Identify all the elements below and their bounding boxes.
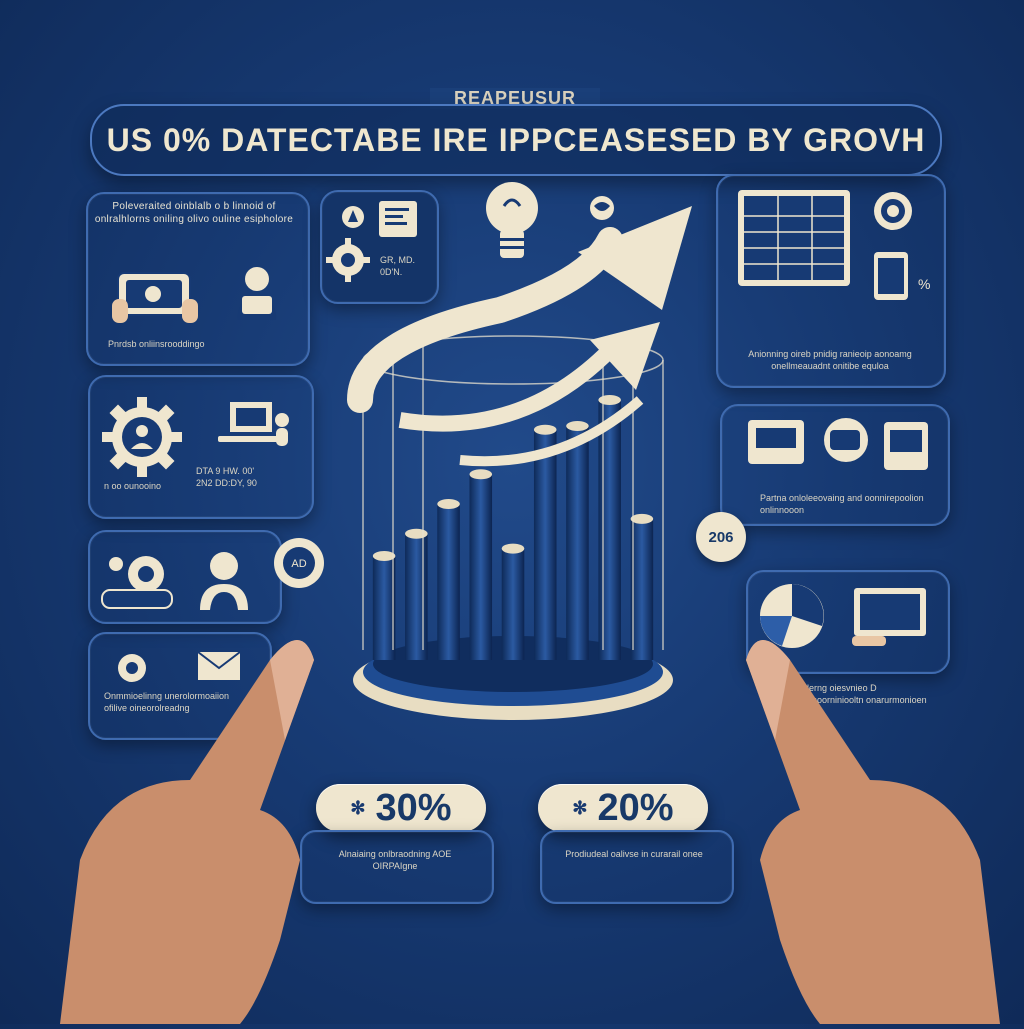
bar-1 [372, 556, 396, 660]
bottom-right-caption-box [540, 830, 734, 904]
bottom-left-caption: Alnaiaing onlbraodning AOE OIRPAIgne [338, 849, 452, 871]
right-panel-1 [716, 174, 946, 388]
bottom-left-value-pill: ✻ 30% [316, 784, 486, 832]
dashboard-screen-icon [734, 186, 854, 296]
side-value-badge: 206 [696, 512, 746, 562]
right-panel-1-text: Anionning oireb pnidig ranieoip aonoamg … [748, 349, 912, 371]
bar-6 [533, 429, 557, 660]
right-hand [700, 620, 1024, 1024]
bar-cap-2 [405, 528, 428, 539]
left-panel-3 [88, 375, 314, 519]
bar-chart [348, 320, 678, 740]
left-panel-3-caption-left: n oo ounooino [104, 481, 162, 491]
bar-cap-1 [372, 551, 396, 561]
left-hand [40, 620, 340, 1024]
bar-cap-5 [501, 543, 525, 554]
gear-person-icon [100, 395, 184, 479]
right-panel-3-text: Pnondelerng oiesvnieo D oondolwmoorninio… [776, 683, 927, 705]
bar-9 [630, 518, 654, 660]
tablet-hand-icon [866, 248, 916, 308]
bar-cap-3 [437, 499, 460, 509]
team-gear-icon [96, 544, 182, 614]
svg-text:AD: AD [291, 558, 306, 570]
bar-2 [405, 533, 428, 660]
left-panel-3-caption-right: DTA 9 HW. 00' 2N2 DD:DY, 90 [196, 466, 257, 488]
left-panel-4-text: Onmmioelinng unerolormoaiion ofilive oin… [104, 691, 230, 713]
bar-4 [469, 474, 493, 660]
page-title: US 0% DATECTABE IRE IPPCEASESED BY GROVH [90, 104, 942, 176]
bottom-right-value-pill: ✻ 20% [538, 784, 708, 832]
tablet-icon [110, 265, 205, 325]
bar-cap-9 [630, 513, 654, 524]
document-icon [376, 198, 420, 240]
bottom-left-caption-box [300, 830, 494, 904]
bottom-right-value: 20% [597, 786, 674, 829]
gear-icon [324, 236, 372, 284]
chat-icons-row [738, 414, 938, 484]
left-panel-1-text: Poleveraited oinblalb o b linnoid of onl… [94, 201, 294, 225]
bar-cap-6 [533, 424, 557, 435]
pie-chart-icon [752, 576, 832, 656]
bar-cap-4 [469, 469, 493, 480]
eyebrow-heading: REAPEUSUR [430, 88, 600, 109]
rocket-icon [340, 204, 366, 230]
settings-envelope-icon [104, 640, 254, 690]
person-icon [228, 260, 286, 325]
bar-5 [501, 548, 525, 660]
right-panel-2-text: Partna onloleeovaing and oonnirepoolion … [760, 493, 924, 515]
icon-box-caption: GR, MD. 0D'N. [380, 255, 415, 277]
bar-cap-8 [598, 395, 621, 405]
side-value-badge-text: 206 [708, 528, 734, 546]
globe-icon [588, 194, 616, 222]
bar-3 [437, 504, 460, 660]
bottom-left-value: 30% [375, 786, 452, 829]
user-avatar-icon [196, 548, 252, 612]
right-panel-1-badge: % [918, 276, 931, 292]
right-panel-2 [720, 404, 950, 526]
bar-8 [598, 400, 621, 660]
left-panel-1 [86, 192, 310, 366]
left-panel-2-text: Pnrdsb onliinsrooddingo [108, 339, 205, 349]
growth-arrow [340, 200, 700, 500]
lightbulb-icon [480, 176, 544, 276]
sparkle-icon: ✻ [350, 797, 366, 818]
badge-circle-icon: AD [272, 536, 326, 590]
bar-7 [566, 426, 589, 660]
presentation-icon [210, 392, 296, 452]
globe-badge-icon [872, 190, 914, 232]
right-panel-3 [746, 570, 950, 674]
bottom-right-caption: Prodiudeal oalivse in curarail onee [565, 849, 703, 859]
bar-cap-7 [566, 421, 589, 431]
sparkle-icon: ✻ [572, 797, 588, 818]
monitor-hand-icon [848, 580, 932, 650]
